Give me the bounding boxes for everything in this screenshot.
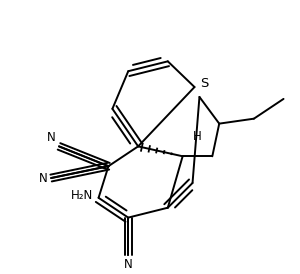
Text: H: H (193, 130, 201, 143)
Text: N: N (47, 132, 56, 144)
Text: N: N (39, 172, 48, 184)
Text: N: N (124, 258, 133, 271)
Text: S: S (200, 77, 209, 90)
Text: H₂N: H₂N (70, 189, 93, 202)
